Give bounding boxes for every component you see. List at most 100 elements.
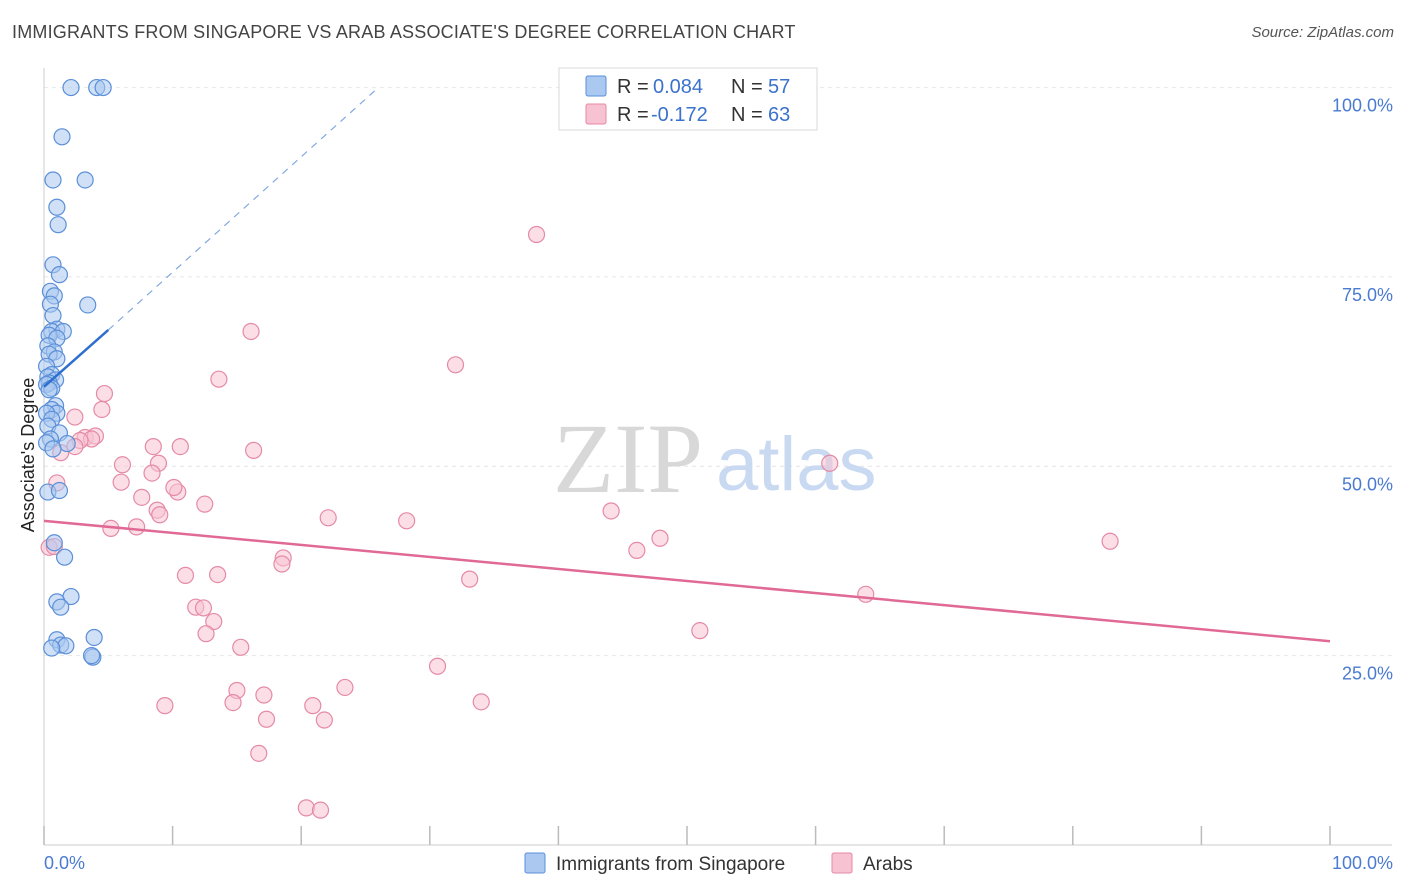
arabs-point-4 [95,384,114,403]
singapore-point-9 [50,266,69,284]
singapore-point-7 [49,216,67,234]
singapore-point-3 [53,128,71,146]
y-tick-label-2: 75.0% [1342,285,1393,305]
singapore-point-44 [50,481,69,500]
bottom-legend-label-arabs: Arabs [863,854,913,875]
x-tick-labels: 0.0% 100.0% [44,853,1393,873]
arabs-point-3 [210,370,228,388]
legend-r-value-2: -0.172 [651,104,708,126]
axes [43,68,1392,846]
legend-n-value-1: 57 [768,76,790,98]
arabs-point-58 [311,801,330,819]
arabs-point-59 [857,585,875,603]
arabs-point-14 [245,441,263,459]
arabs-point-21 [165,478,183,497]
singapore-point-50 [85,628,103,647]
arabs-point-46 [428,657,447,675]
arabs-point-38 [209,565,227,584]
watermark-atlas: atlas [716,422,877,507]
arabs-point-50 [156,697,174,715]
arabs-point-18 [821,454,839,472]
singapore-point-2 [94,78,112,97]
arabs-point-45 [232,638,250,656]
singapore-point-0 [62,78,80,97]
singapore-trend-extension [107,87,379,331]
arabs-point-36 [273,555,291,573]
arabs-point-28 [398,512,416,530]
watermark-zip: ZIP [553,403,703,514]
arabs-point-39 [461,570,479,588]
arabs-point-31 [127,518,146,536]
arabs-point-55 [315,711,333,729]
legend-swatch-singapore [585,75,607,97]
trend-lines [43,87,1331,643]
arabs-point-48 [255,686,273,704]
arabs-point-54 [257,710,276,728]
correlation-legend: R = 0.084 N = 57 R = -0.172 N = 63 [558,67,818,131]
singapore-point-6 [48,198,66,216]
singapore-points [37,78,112,666]
arabs-point-0 [527,225,546,244]
legend-r-label-2: R = [617,104,649,126]
legend-n-label-2: N = [731,104,763,126]
arabs-point-41 [194,599,213,617]
arabs-point-6 [66,408,84,426]
singapore-point-5 [76,171,94,189]
legend-r-label-1: R = [617,76,649,98]
arabs-point-34 [651,529,669,547]
arabs-point-16 [113,456,132,474]
y-tick-label-1: 50.0% [1342,474,1393,494]
singapore-point-45 [45,534,63,552]
legend-n-value-2: 63 [768,104,790,126]
arabs-point-52 [304,697,322,715]
arabs-point-37 [176,566,195,584]
y-axis-label: Associate's Degree [18,378,38,533]
bottom-legend-swatch-singapore [524,852,546,874]
arabs-point-1 [242,322,260,341]
arabs-point-35 [1101,532,1119,550]
legend-r-value-1: 0.084 [653,76,703,98]
arabs-point-44 [691,622,709,640]
x-tick-label-1: 100.0% [1332,853,1393,873]
arabs-trend-line [43,519,1331,643]
source-credit: Source: ZipAtlas.com [1251,24,1394,41]
arabs-point-57 [297,799,315,817]
series-legend: Immigrants from Singapore Arabs [524,852,913,875]
arabs-points [40,225,1119,819]
arabs-point-29 [602,502,620,520]
arabs-point-53 [472,693,490,711]
singapore-point-53 [57,637,75,655]
legend-n-label-1: N = [731,76,763,98]
singapore-point-13 [79,296,97,314]
arabs-point-2 [446,356,465,374]
arabs-point-24 [196,495,214,513]
y-tick-label-0: 25.0% [1342,664,1393,684]
y-tick-labels: 25.0% 50.0% 75.0% 100.0% [1332,96,1393,684]
singapore-trend-line [43,329,110,388]
y-tick-label-3: 100.0% [1332,96,1393,116]
bottom-legend-label-singapore: Immigrants from Singapore [556,854,785,875]
arabs-point-27 [319,509,337,527]
arabs-point-56 [250,744,268,762]
singapore-point-56 [82,647,101,665]
bottom-legend-swatch-arabs [831,852,853,874]
arabs-point-43 [197,625,215,643]
arabs-point-13 [171,437,189,456]
x-tick-label-0: 0.0% [44,853,85,873]
singapore-point-42 [44,440,62,458]
arabs-point-42 [205,612,223,631]
arabs-point-12 [144,437,162,456]
singapore-point-4 [44,171,62,189]
arabs-point-33 [628,541,646,559]
arabs-point-5 [93,400,111,419]
arabs-point-19 [143,464,161,482]
chart-title: IMMIGRANTS FROM SINGAPORE VS ARAB ASSOCI… [12,22,796,42]
singapore-point-46 [55,548,74,566]
arabs-point-22 [112,473,130,491]
grid-lines [44,87,1392,657]
singapore-point-54 [43,639,61,657]
arabs-point-51 [224,694,242,712]
arabs-point-49 [336,678,354,697]
singapore-point-31 [40,381,58,399]
